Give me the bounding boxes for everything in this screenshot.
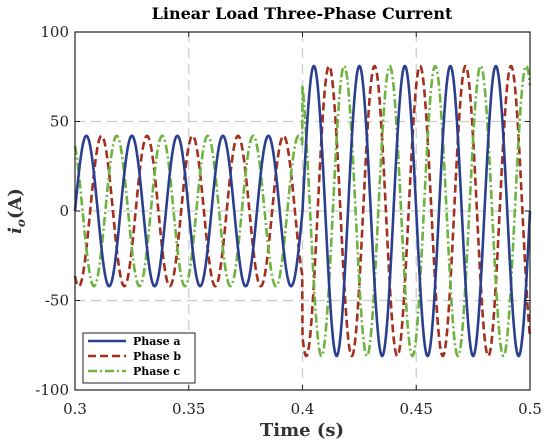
- ticks: [74, 31, 531, 391]
- x-tick-labels: 0.3 0.35 0.4 0.45 0.5: [63, 400, 542, 418]
- x-tick-label: 0.35: [172, 400, 205, 418]
- series-line-phase-c: [73, 64, 532, 358]
- x-tick-label: 0.3: [63, 400, 87, 418]
- series-line-phase-a: [73, 64, 532, 358]
- legend-label: Phase b: [133, 350, 181, 363]
- series-line-phase-b: [73, 64, 532, 358]
- y-axis-label: io(A): [5, 188, 28, 234]
- chart-title: Linear Load Three-Phase Current: [152, 4, 453, 23]
- legend-label: Phase a: [133, 335, 181, 348]
- y-tick-label: -50: [45, 292, 69, 310]
- y-axis-label-sub: o: [14, 219, 28, 227]
- series-layer: [73, 64, 532, 358]
- y-tick-labels: -100 -50 0 50 100: [35, 23, 69, 399]
- y-axis-label-base: i: [5, 227, 26, 234]
- y-tick-label: 50: [50, 113, 69, 131]
- y-tick-label: 0: [59, 202, 69, 220]
- y-axis-label-unit: (A): [5, 188, 26, 219]
- legend: Phase a Phase b Phase c: [82, 332, 196, 384]
- x-tick-label: 0.45: [400, 400, 433, 418]
- y-tick-label: 100: [40, 23, 69, 41]
- x-tick-label: 0.5: [518, 400, 542, 418]
- y-tick-label: -100: [35, 381, 69, 399]
- legend-label: Phase c: [133, 365, 180, 378]
- x-axis-label: Time (s): [260, 420, 344, 441]
- x-tick-label: 0.4: [291, 400, 315, 418]
